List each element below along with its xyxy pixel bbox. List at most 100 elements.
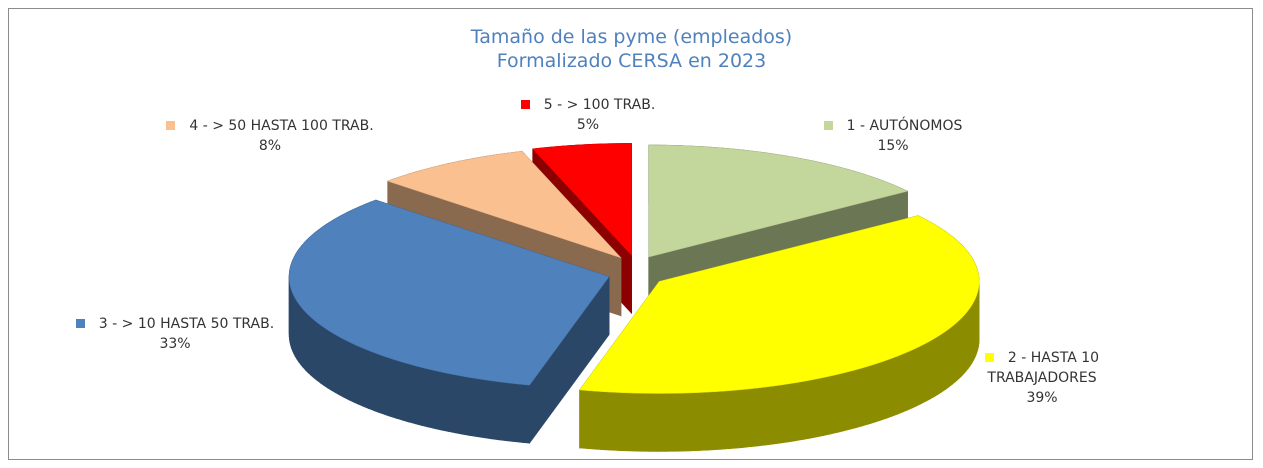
slice-side <box>856 367 863 429</box>
slice-side <box>712 391 722 451</box>
slice <box>579 215 980 452</box>
slice-side <box>448 373 456 434</box>
slice-side <box>335 334 341 396</box>
chart-subtitle: Formalizado CERSA en 2023 <box>496 50 767 72</box>
slice-side <box>736 389 745 449</box>
slice-side <box>310 316 315 379</box>
data-label: 2 - HASTA 10 TRABAJADORES 39% <box>942 348 1142 408</box>
slice-side <box>916 345 922 407</box>
slice-side <box>343 338 349 401</box>
slice-side <box>758 386 767 447</box>
data-label: 5 - > 100 TRAB. 5% <box>503 95 673 135</box>
legend-key <box>984 353 994 362</box>
slice-side <box>441 371 449 432</box>
slice-side <box>665 393 675 452</box>
slice-side <box>427 368 436 429</box>
slice-side <box>809 378 818 439</box>
slice-side <box>862 365 870 427</box>
slice-side <box>823 375 831 436</box>
slice-side <box>911 347 918 409</box>
slice-side <box>421 367 429 428</box>
slice-side <box>880 359 887 421</box>
slice-side <box>891 355 898 417</box>
slice-side <box>657 393 667 452</box>
slice-side <box>901 351 908 413</box>
slice-side <box>384 356 392 417</box>
slice-side <box>331 331 336 394</box>
slice-side <box>906 349 913 411</box>
slice-side <box>626 392 635 452</box>
slice-side <box>697 391 706 451</box>
slice-side <box>363 347 369 409</box>
slice-side <box>373 352 380 414</box>
chart-frame <box>8 8 1253 460</box>
value-label: 33% <box>159 336 191 352</box>
slice-side <box>476 378 485 439</box>
slice-side <box>462 375 470 436</box>
data-label: 3 - > 10 HASTA 50 TRAB. 33% <box>40 314 310 354</box>
slice-side <box>348 341 354 403</box>
slice-side <box>836 372 845 433</box>
slice-side <box>368 350 375 412</box>
slice-top <box>532 143 632 257</box>
slice-side <box>357 345 364 407</box>
slice-side <box>498 381 507 442</box>
slice-side <box>469 377 478 438</box>
slice-side <box>868 363 875 425</box>
slice-side <box>390 358 397 419</box>
slice-side <box>925 340 931 402</box>
slice-side <box>788 382 797 443</box>
slice-top <box>288 199 610 386</box>
legend-key <box>520 100 530 109</box>
slice-side <box>379 354 386 416</box>
slice-side <box>353 343 359 405</box>
value-label: 8% <box>258 138 282 154</box>
slice-side <box>921 342 927 405</box>
slice-side <box>766 385 775 446</box>
chart-title: Tamaño de las pyme (empleados) <box>470 26 793 48</box>
slice-side <box>816 377 825 438</box>
slice-side <box>705 391 714 451</box>
value-label: 39% <box>1026 390 1058 406</box>
slice-side <box>408 363 416 425</box>
data-label: 1 - AUTÓNOMOS 15% <box>793 116 993 156</box>
slice-side <box>434 370 442 431</box>
legend-key <box>823 121 833 130</box>
data-label: 4 - > 50 HASTA 100 TRAB. 8% <box>150 116 390 156</box>
slice-side <box>681 392 690 452</box>
category-label: 5 - > 100 TRAB. <box>543 97 656 113</box>
slice-side <box>773 384 782 445</box>
slice-side <box>830 374 838 435</box>
slice-side <box>483 379 492 440</box>
slice-side <box>618 392 627 452</box>
slice-side <box>728 389 737 450</box>
slice-side <box>323 326 328 389</box>
slice-side <box>843 370 851 432</box>
slice-side <box>781 383 790 444</box>
slice-side <box>849 369 857 430</box>
slice-side <box>316 321 321 384</box>
slice-top <box>648 144 909 258</box>
slice-side <box>689 392 698 452</box>
slice-side <box>641 392 651 452</box>
slice-side <box>327 329 332 391</box>
slice <box>288 199 610 445</box>
slice-side <box>896 353 903 415</box>
value-label: 5% <box>576 117 600 133</box>
slice-side <box>802 379 811 440</box>
slice-side <box>930 338 935 400</box>
slice-side <box>874 361 881 423</box>
slice-side <box>751 387 760 447</box>
slice-side <box>649 393 659 452</box>
category-label: 3 - > 10 HASTA 50 TRAB. <box>98 316 275 332</box>
slice-side <box>720 390 729 450</box>
legend-key <box>75 319 85 328</box>
slice-side <box>396 360 404 421</box>
slice-side <box>455 374 463 435</box>
slice-side <box>313 319 318 381</box>
slice-side <box>513 383 523 443</box>
slice-side <box>633 392 643 452</box>
category-label: 1 - AUTÓNOMOS <box>846 118 963 134</box>
slice-top <box>579 215 980 394</box>
